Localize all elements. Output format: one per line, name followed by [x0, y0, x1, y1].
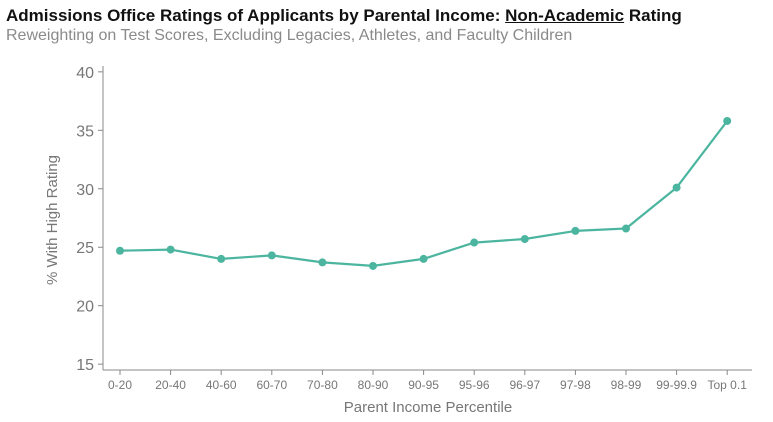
- x-tick-label: 97-98: [560, 378, 591, 392]
- chart-title-emphasis: Non-Academic: [505, 6, 625, 25]
- chart-axes: [102, 66, 752, 371]
- y-axis-label: % With High Rating: [44, 155, 61, 285]
- y-tick-label: 25: [76, 240, 94, 257]
- x-tick-label: 96-97: [509, 378, 540, 392]
- x-tick-label: Top 0.1: [708, 378, 748, 392]
- y-tick-label: 30: [76, 182, 94, 199]
- x-tick-label: 70-80: [307, 378, 338, 392]
- y-axis-ticks: 15 20 25 30 35 40: [76, 65, 103, 374]
- data-point: [622, 224, 630, 233]
- x-tick-label: 98-99: [611, 378, 642, 392]
- x-axis-ticks: 0-20 20-40 40-60 60-70 70-80 80-90 90-95 95-96 9…: [108, 370, 747, 392]
- data-point: [571, 226, 580, 235]
- data-point: [166, 245, 175, 254]
- y-tick-label: 15: [76, 357, 94, 374]
- data-point: [672, 183, 681, 192]
- x-tick-label: 95-96: [459, 378, 490, 392]
- y-tick-label: 20: [76, 299, 94, 316]
- x-tick-label: 40-60: [206, 378, 237, 392]
- x-tick-label: 60-70: [256, 378, 287, 392]
- x-tick-label: 0-20: [108, 378, 132, 392]
- chart-subtitle: Reweighting on Test Scores, Excluding Le…: [6, 27, 573, 44]
- x-tick-label: 90-95: [408, 378, 439, 392]
- x-axis-label: Parent Income Percentile: [344, 399, 512, 416]
- chart-title-prefix: Admissions Office Ratings of Applicants …: [6, 6, 506, 25]
- y-tick-label: 40: [76, 65, 94, 82]
- y-tick-label: 35: [76, 123, 94, 140]
- data-point: [419, 254, 428, 263]
- data-point: [470, 238, 479, 247]
- series-line: [119, 120, 729, 267]
- data-point: [520, 235, 529, 244]
- x-tick-label: 99-99.9: [656, 378, 697, 392]
- data-point: [267, 251, 276, 260]
- x-tick-label: 20-40: [155, 378, 186, 392]
- data-point: [318, 258, 327, 267]
- data-point: [723, 116, 732, 125]
- x-tick-label: 80-90: [358, 378, 389, 392]
- data-point: [217, 254, 226, 263]
- data-point: [116, 246, 124, 255]
- chart-title: Admissions Office Ratings of Applicants …: [6, 6, 682, 26]
- data-series: [116, 116, 732, 270]
- chart-title-suffix: Rating: [624, 6, 682, 25]
- data-point: [369, 261, 377, 270]
